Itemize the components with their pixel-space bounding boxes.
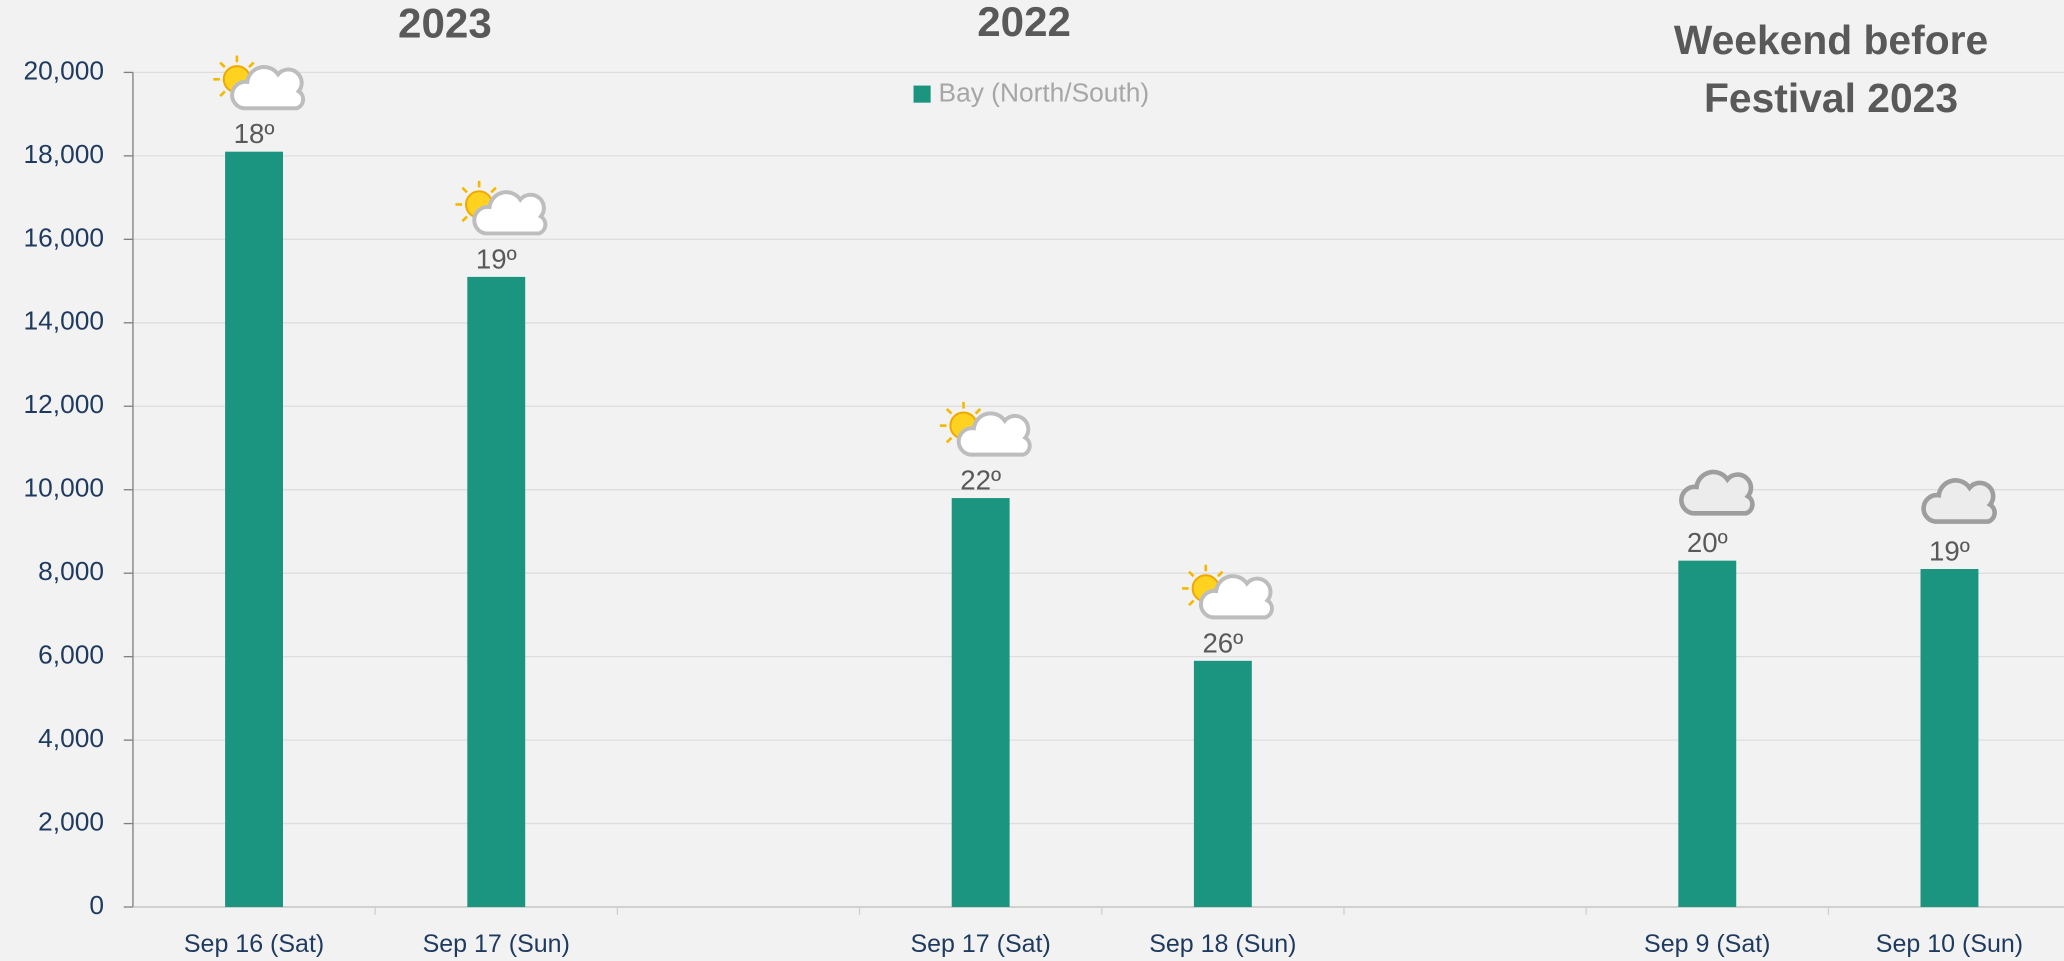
cloud bbox=[472, 190, 548, 236]
weather-icon bbox=[455, 180, 548, 236]
weather-icon bbox=[1921, 478, 1997, 524]
bar bbox=[1193, 660, 1252, 908]
bar-label: 26º bbox=[1202, 627, 1243, 658]
sun-ray bbox=[945, 436, 953, 444]
y-tick-label: 16,000 bbox=[24, 222, 104, 252]
x-tick-label: Sep 16 (Sat) bbox=[184, 930, 324, 958]
cloud bbox=[1679, 469, 1755, 516]
weather-icon bbox=[939, 401, 1032, 457]
bar bbox=[1678, 560, 1737, 908]
bar-label: 19º bbox=[476, 243, 517, 274]
cloud bbox=[230, 65, 306, 111]
bar-label: 18º bbox=[234, 118, 275, 149]
bar-label: 22º bbox=[960, 465, 1001, 496]
sun-ray bbox=[490, 186, 497, 194]
bar bbox=[225, 151, 284, 908]
sun-ray bbox=[1188, 599, 1195, 607]
legend-label: Bay (North/South) bbox=[939, 78, 1150, 108]
y-tick-label: 12,000 bbox=[24, 389, 104, 419]
sun-ray bbox=[219, 90, 226, 97]
y-tick-label: 10,000 bbox=[24, 473, 104, 503]
sun-ray bbox=[248, 61, 255, 69]
y-tick-label: 8,000 bbox=[38, 556, 104, 586]
bar bbox=[467, 276, 526, 908]
sun-ray bbox=[945, 407, 953, 415]
weather-icon bbox=[1679, 469, 1755, 516]
legend-swatch bbox=[913, 85, 931, 103]
sun-ray bbox=[219, 61, 226, 69]
sun-ray bbox=[1188, 570, 1195, 578]
x-tick-label: Sep 17 (Sun) bbox=[423, 930, 570, 958]
bar bbox=[951, 498, 1010, 908]
weather-icon bbox=[213, 55, 306, 111]
sun-ray bbox=[1216, 570, 1224, 578]
x-tick-label: Sep 10 (Sun) bbox=[1876, 930, 2023, 958]
y-tick-label: 14,000 bbox=[24, 306, 104, 336]
y-tick-label: 20,000 bbox=[24, 55, 104, 85]
group-title: Weekend before bbox=[1674, 17, 1988, 63]
weather-icon bbox=[1182, 564, 1274, 620]
sun-ray bbox=[461, 186, 468, 194]
bar-label: 20º bbox=[1687, 527, 1728, 558]
x-tick-label: Sep 9 (Sat) bbox=[1644, 930, 1770, 958]
bar bbox=[1920, 569, 1979, 908]
group-title: 2022 bbox=[977, 0, 1071, 45]
y-tick-label: 2,000 bbox=[38, 807, 104, 837]
sun-ray bbox=[461, 215, 468, 223]
x-tick-label: Sep 17 (Sat) bbox=[910, 930, 1050, 958]
cloud bbox=[1921, 478, 1997, 524]
y-tick-label: 4,000 bbox=[38, 723, 104, 753]
group-title: 2023 bbox=[398, 0, 492, 46]
cloud bbox=[1198, 574, 1274, 620]
cloud bbox=[956, 411, 1032, 457]
y-tick-label: 0 bbox=[89, 890, 104, 920]
x-tick-label: Sep 18 (Sun) bbox=[1149, 930, 1296, 958]
bar-label: 19º bbox=[1929, 536, 1970, 567]
group-title: Festival 2023 bbox=[1704, 75, 1958, 121]
sun-ray bbox=[974, 407, 982, 415]
y-tick-label: 18,000 bbox=[24, 139, 104, 169]
y-tick-label: 6,000 bbox=[38, 640, 104, 670]
